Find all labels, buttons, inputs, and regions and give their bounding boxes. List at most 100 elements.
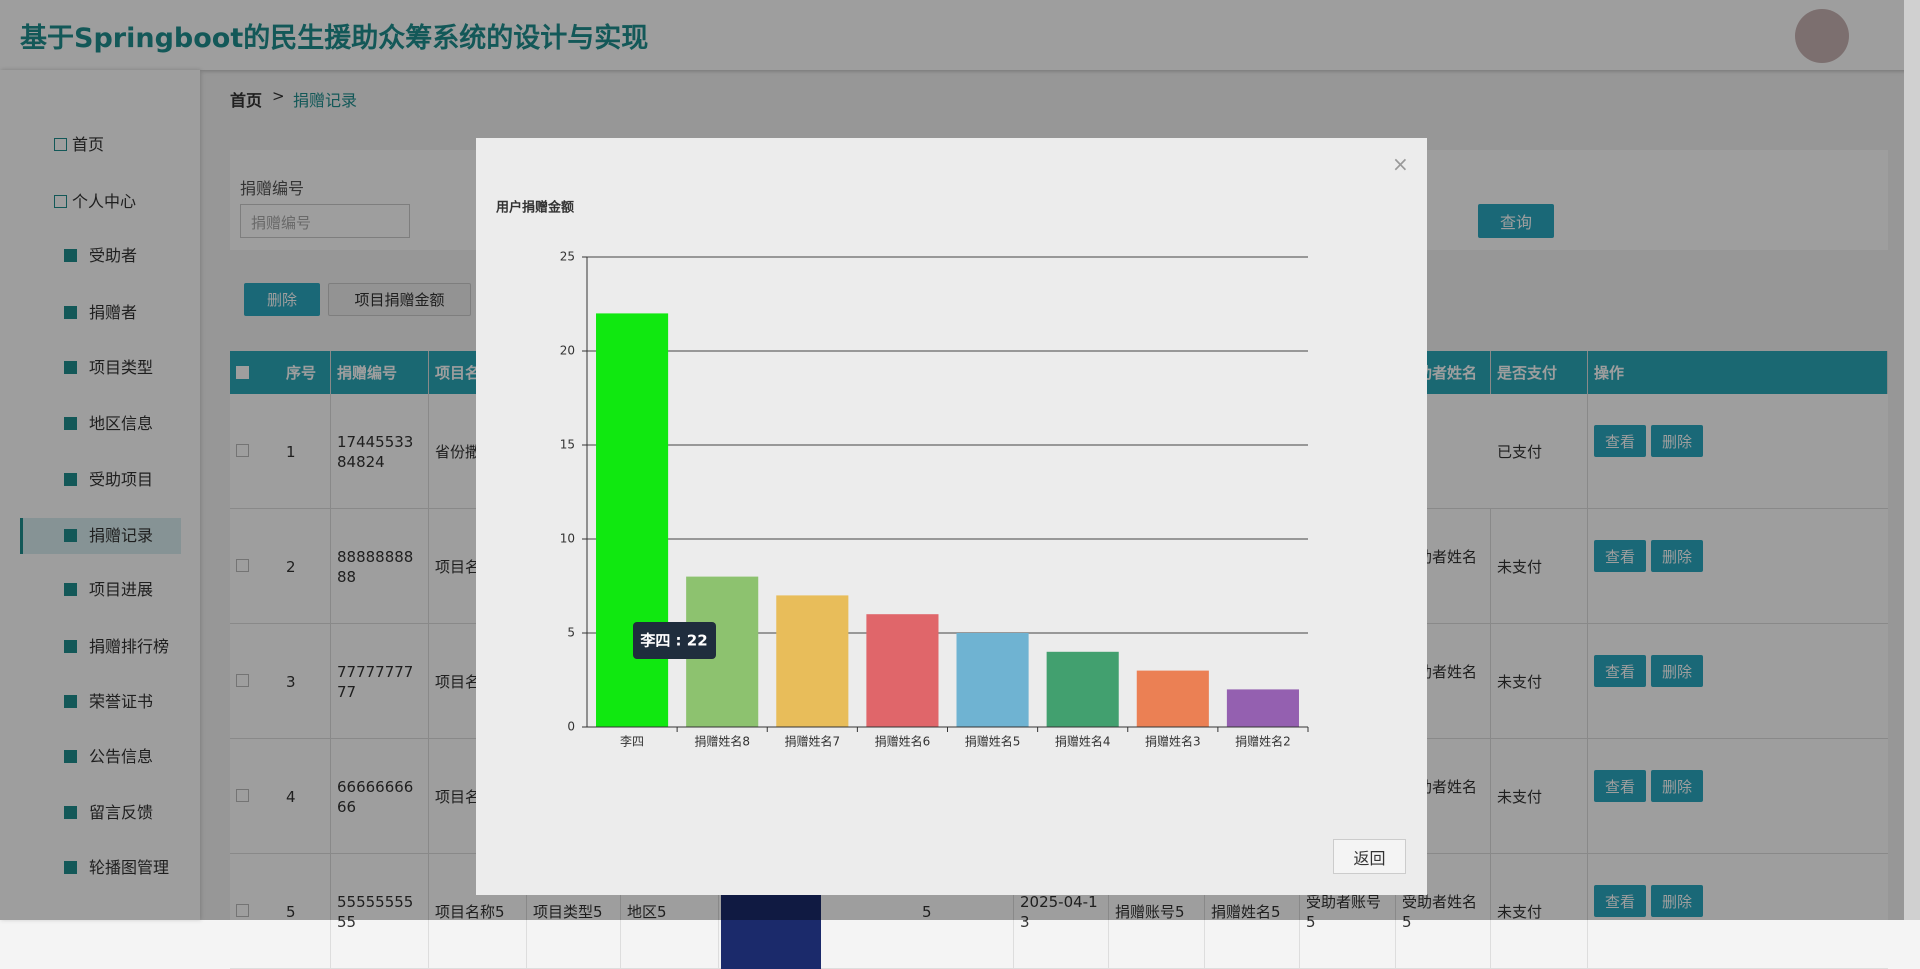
breadcrumb-sep: > xyxy=(272,87,285,105)
y-tick-label: 10 xyxy=(560,532,575,546)
x-tick-label: 捐赠姓名4 xyxy=(1055,734,1111,749)
menu-icon[interactable] xyxy=(64,861,77,874)
table-cell: 1744553384824 xyxy=(331,394,429,509)
menu-item[interactable]: 留言反馈 xyxy=(89,803,154,822)
menu-icon[interactable] xyxy=(64,249,77,262)
row-checkbox[interactable] xyxy=(236,444,249,457)
table-cell: 2 xyxy=(280,509,331,624)
table-header-cell: 序号 xyxy=(280,351,331,394)
delete-button[interactable]: 删除 xyxy=(244,283,320,316)
bar xyxy=(596,313,669,727)
y-tick-label: 20 xyxy=(560,344,575,358)
site-title: 基于Springboot的民生援助众筹系统的设计与实现 xyxy=(20,23,649,54)
x-tick-label: 捐赠姓名2 xyxy=(1235,734,1291,749)
table-header-cell: 捐赠编号 xyxy=(331,351,429,394)
menu-icon[interactable] xyxy=(64,417,77,430)
menu-item[interactable]: 受助项目 xyxy=(89,470,154,489)
view-button[interactable]: 查看 xyxy=(1594,540,1646,572)
chart: 用户捐赠金额 0 5 10 15 20 25 李四 捐赠姓名8 捐赠姓名7 捐赠姓名6 捐赠姓名5 捐赠… xyxy=(495,200,1309,749)
menu-item[interactable]: 轮播图管理 xyxy=(89,858,170,877)
row-checkbox[interactable] xyxy=(236,559,249,572)
breadcrumb-current: 捐赠记录 xyxy=(293,91,358,110)
y-tick-label: 15 xyxy=(560,438,575,452)
x-tick-label: 李四 xyxy=(620,734,644,749)
bar xyxy=(776,595,849,727)
row-checkbox[interactable] xyxy=(236,674,249,687)
menu-item[interactable]: 地区信息 xyxy=(89,414,154,433)
bar xyxy=(1136,670,1209,727)
delete-row-button[interactable]: 删除 xyxy=(1651,425,1703,457)
view-button[interactable]: 查看 xyxy=(1594,655,1646,687)
tooltip-box xyxy=(633,622,716,659)
row-checkbox[interactable] xyxy=(236,904,249,917)
table-cell: 项目类型5 xyxy=(527,854,621,969)
table-cell: 项目名称5 xyxy=(429,854,527,969)
menu-item[interactable]: 捐赠排行榜 xyxy=(89,637,170,656)
delete-row-button[interactable]: 删除 xyxy=(1651,885,1703,917)
table-cell: 5 xyxy=(916,854,1014,969)
menu-item[interactable]: 捐赠者 xyxy=(89,303,138,322)
table-cell: 8888888888 xyxy=(331,509,429,624)
table-cell: 1 xyxy=(280,394,331,509)
close-button[interactable]: × xyxy=(1392,152,1409,176)
search-label: 捐赠编号 xyxy=(240,179,305,198)
x-tick-label: 捐赠姓名5 xyxy=(965,734,1021,749)
menu-icon[interactable] xyxy=(64,473,77,486)
scrollbar xyxy=(1904,0,1920,920)
menu-icon[interactable] xyxy=(64,583,77,596)
bar xyxy=(1046,651,1119,727)
modal: 用户捐赠金额 0 5 10 15 20 25 李四 捐赠姓名8 捐赠姓名7 捐赠姓名6 捐赠姓名5 捐赠… xyxy=(476,138,1427,895)
menu-item[interactable]: 捐赠记录 xyxy=(89,526,154,545)
table-cell: 未支付 xyxy=(1491,509,1588,624)
table-cell: 7777777777 xyxy=(331,624,429,739)
menu-icon[interactable] xyxy=(54,195,67,208)
table-cell: 捐赠账号5 xyxy=(1109,854,1205,969)
view-button[interactable]: 查看 xyxy=(1594,770,1646,802)
search-input[interactable]: 捐赠编号 xyxy=(240,204,410,238)
x-tick-label: 捐赠姓名3 xyxy=(1145,734,1201,749)
menu-item[interactable]: 公告信息 xyxy=(89,747,154,766)
bar xyxy=(866,614,939,727)
menu-item[interactable]: 荣誉证书 xyxy=(89,692,154,711)
sidebar xyxy=(0,70,200,920)
header xyxy=(0,0,1920,70)
active-item-bg xyxy=(20,518,181,554)
x-tick-label: 捐赠姓名8 xyxy=(694,734,750,749)
table-cell: 3 xyxy=(280,624,331,739)
back-button[interactable]: 返回 xyxy=(1333,839,1406,874)
search-button[interactable]: 查询 xyxy=(1478,204,1554,238)
bar xyxy=(956,633,1029,727)
table-cell: 捐赠姓名5 xyxy=(1205,854,1300,969)
y-tick-label: 5 xyxy=(567,626,575,640)
tooltip: 李四 : 22 xyxy=(639,632,707,650)
delete-row-button[interactable]: 删除 xyxy=(1651,770,1703,802)
view-button[interactable]: 查看 xyxy=(1594,885,1646,917)
menu-item[interactable]: 项目进展 xyxy=(89,580,154,599)
avatar[interactable] xyxy=(1795,9,1849,63)
menu-icon[interactable] xyxy=(64,695,77,708)
view-button[interactable]: 查看 xyxy=(1594,425,1646,457)
table-cell: 地区5 xyxy=(621,854,719,969)
bar xyxy=(1226,689,1299,727)
menu-item[interactable]: 受助者 xyxy=(89,246,138,265)
menu-item[interactable]: 个人中心 xyxy=(72,192,137,211)
menu-icon[interactable] xyxy=(64,806,77,819)
table-cell: 已支付 xyxy=(1491,394,1588,509)
menu-icon[interactable] xyxy=(64,750,77,763)
breadcrumb-home[interactable]: 首页 xyxy=(230,91,263,110)
menu-icon[interactable] xyxy=(64,306,77,319)
menu-item[interactable]: 首页 xyxy=(72,135,105,154)
x-tick-label: 捐赠姓名7 xyxy=(784,734,840,749)
menu-icon[interactable] xyxy=(54,138,67,151)
menu-icon[interactable] xyxy=(64,529,77,542)
x-tick-label: 捐赠姓名6 xyxy=(875,734,931,749)
menu-icon[interactable] xyxy=(64,361,77,374)
header-checkbox[interactable] xyxy=(236,366,249,379)
table-cell: 未支付 xyxy=(1491,739,1588,854)
menu-item[interactable]: 项目类型 xyxy=(89,358,154,377)
row-checkbox[interactable] xyxy=(236,789,249,802)
delete-row-button[interactable]: 删除 xyxy=(1651,540,1703,572)
amount-button[interactable]: 项目捐赠金额 xyxy=(328,283,471,316)
delete-row-button[interactable]: 删除 xyxy=(1651,655,1703,687)
menu-icon[interactable] xyxy=(64,640,77,653)
